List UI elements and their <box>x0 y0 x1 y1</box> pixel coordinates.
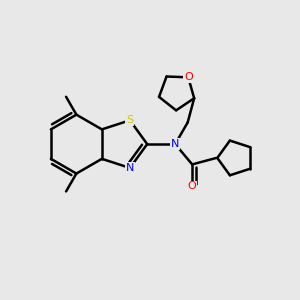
Text: N: N <box>126 163 134 173</box>
Text: O: O <box>188 182 197 191</box>
Text: O: O <box>184 72 193 82</box>
Text: N: N <box>171 139 179 149</box>
Text: S: S <box>126 115 134 125</box>
